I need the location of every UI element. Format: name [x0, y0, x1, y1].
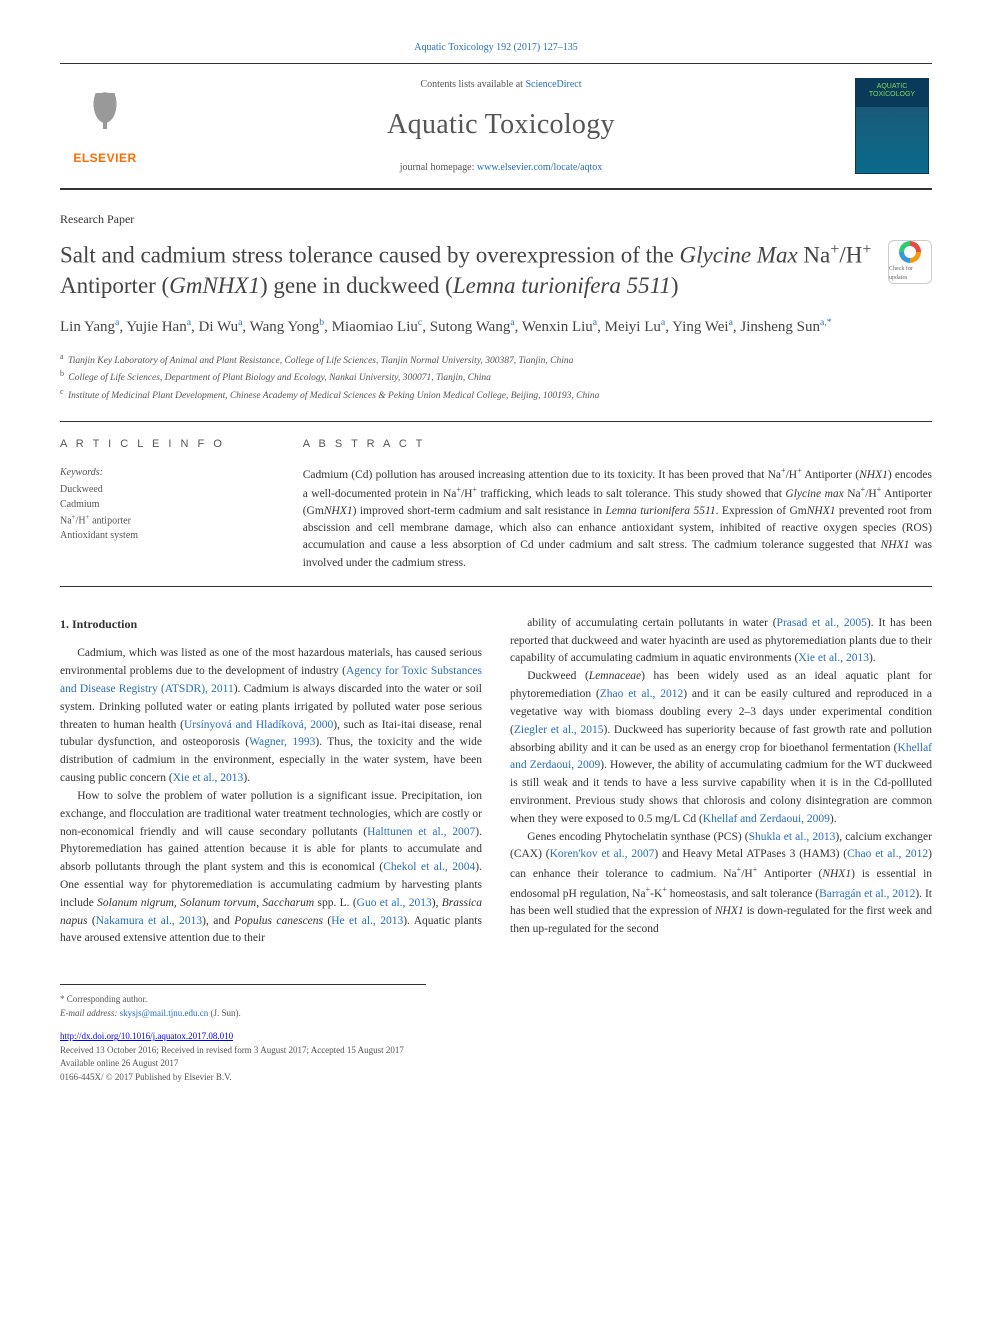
corresponding-email-link[interactable]: skysjs@mail.tjnu.edu.cn [120, 1008, 209, 1018]
article-footer: * Corresponding author. E-mail address: … [60, 984, 426, 1020]
authors-list: Lin Yanga, Yujie Hana, Di Wua, Wang Yong… [60, 316, 932, 339]
author-affiliation-marker: b [319, 317, 324, 328]
abstract-heading: A B S T R A C T [303, 436, 932, 453]
body-paragraph: Cadmium, which was listed as one of the … [60, 645, 482, 788]
copyright-line: 0166-445X/ © 2017 Published by Elsevier … [60, 1071, 932, 1085]
crossmark-badge[interactable]: Check for updates [888, 240, 932, 284]
citation-link[interactable]: Halttunen et al., 2007 [367, 826, 475, 838]
email-line: E-mail address: skysjs@mail.tjnu.edu.cn … [60, 1007, 426, 1021]
masthead: ELSEVIER Contents lists available at Sci… [60, 63, 932, 190]
elsevier-tree-icon [75, 85, 135, 145]
citation-link[interactable]: Barragán et al., 2012 [819, 888, 915, 900]
citation-link[interactable]: He et al., 2013 [331, 915, 403, 927]
journal-title: Aquatic Toxicology [150, 104, 852, 146]
citation-link[interactable]: Wagner, 1993 [249, 736, 315, 748]
citation-link[interactable]: Xie et al., 2013 [798, 652, 869, 664]
citation-link[interactable]: Khellaf and Zerdaoui, 2009 [510, 742, 932, 772]
body-paragraph: ability of accumulating certain pollutan… [510, 615, 932, 668]
keywords-list: DuckweedCadmiumNa+/H+ antiporterAntioxid… [60, 482, 271, 543]
keywords-label: Keywords: [60, 465, 271, 480]
author-affiliation-marker: a [729, 317, 733, 328]
sciencedirect-link[interactable]: ScienceDirect [525, 79, 581, 90]
available-online-date: Available online 26 August 2017 [60, 1057, 932, 1071]
author-affiliation-marker: a [238, 317, 242, 328]
received-dates: Received 13 October 2016; Received in re… [60, 1044, 932, 1058]
citation-link[interactable]: Zhao et al., 2012 [600, 688, 683, 700]
body-paragraph: How to solve the problem of water pollut… [60, 788, 482, 948]
author-affiliation-marker: a,* [820, 317, 832, 328]
citation-link[interactable]: Xie et al., 2013 [173, 772, 244, 784]
author-affiliation-marker: a [510, 317, 514, 328]
citation-link[interactable]: Khellaf and Zerdaoui, 2009 [703, 813, 830, 825]
citation-link[interactable]: Ursínyová and Hladíková, 2000 [184, 719, 333, 731]
corresponding-author-note: * Corresponding author. [60, 993, 426, 1007]
journal-cover-thumbnail: AQUATICTOXICOLOGY [855, 78, 929, 174]
article-info-heading: A R T I C L E I N F O [60, 436, 271, 453]
citation-link[interactable]: Shukla et al., 2013 [749, 831, 836, 843]
citation-link[interactable]: Ziegler et al., 2015 [514, 724, 604, 736]
citation-link[interactable]: Chao et al., 2012 [847, 848, 928, 860]
body-paragraph: Duckweed (Lemnaceae) has been widely use… [510, 668, 932, 828]
citation-link[interactable]: Koren'kov et al., 2007 [550, 848, 655, 860]
citation-link[interactable]: Nakamura et al., 2013 [96, 915, 202, 927]
author-affiliation-marker: a [115, 317, 119, 328]
author-affiliation-marker: c [418, 317, 422, 328]
contents-available-line: Contents lists available at ScienceDirec… [150, 77, 852, 92]
journal-homepage-line: journal homepage: www.elsevier.com/locat… [150, 160, 852, 175]
author-affiliation-marker: a [187, 317, 191, 328]
citation-link[interactable]: Agency for Toxic Substances and Disease … [60, 665, 482, 695]
article-title: Salt and cadmium stress tolerance caused… [60, 240, 876, 300]
journal-header-reference: Aquatic Toxicology 192 (2017) 127–135 [60, 40, 932, 55]
crossmark-label: Check for updates [889, 265, 931, 283]
affiliation-line: c Institute of Medicinal Plant Developme… [60, 386, 932, 403]
body-column-right: ability of accumulating certain pollutan… [510, 615, 932, 948]
citation-link[interactable]: Prasad et al., 2005 [777, 617, 867, 629]
article-type-label: Research Paper [60, 210, 932, 228]
author-affiliation-marker: a [661, 317, 665, 328]
publisher-logo-block: ELSEVIER [60, 85, 150, 167]
section-heading-introduction: 1. Introduction [60, 615, 482, 634]
journal-homepage-link[interactable]: www.elsevier.com/locate/aqtox [477, 162, 602, 173]
author-affiliation-marker: a [593, 317, 597, 328]
affiliation-line: a Tianjin Key Laboratory of Animal and P… [60, 351, 932, 368]
doi-link[interactable]: http://dx.doi.org/10.1016/j.aquatox.2017… [60, 1031, 233, 1041]
abstract-text: Cadmium (Cd) pollution has aroused incre… [303, 465, 932, 572]
keyword-item: Antioxidant system [60, 528, 271, 543]
keyword-item: Duckweed [60, 482, 271, 497]
citation-link[interactable]: Guo et al., 2013 [357, 897, 432, 909]
affiliation-line: b College of Life Sciences, Department o… [60, 368, 932, 385]
elsevier-wordmark: ELSEVIER [73, 149, 136, 167]
keyword-item: Cadmium [60, 497, 271, 512]
crossmark-icon [899, 241, 921, 263]
publication-info-block: http://dx.doi.org/10.1016/j.aquatox.2017… [60, 1030, 932, 1084]
affiliations-list: a Tianjin Key Laboratory of Animal and P… [60, 351, 932, 403]
keyword-item: Na+/H+ antiporter [60, 512, 271, 528]
body-paragraph: Genes encoding Phytochelatin synthase (P… [510, 829, 932, 940]
body-column-left: 1. Introduction Cadmium, which was liste… [60, 615, 482, 948]
citation-link[interactable]: Chekol et al., 2004 [383, 861, 475, 873]
